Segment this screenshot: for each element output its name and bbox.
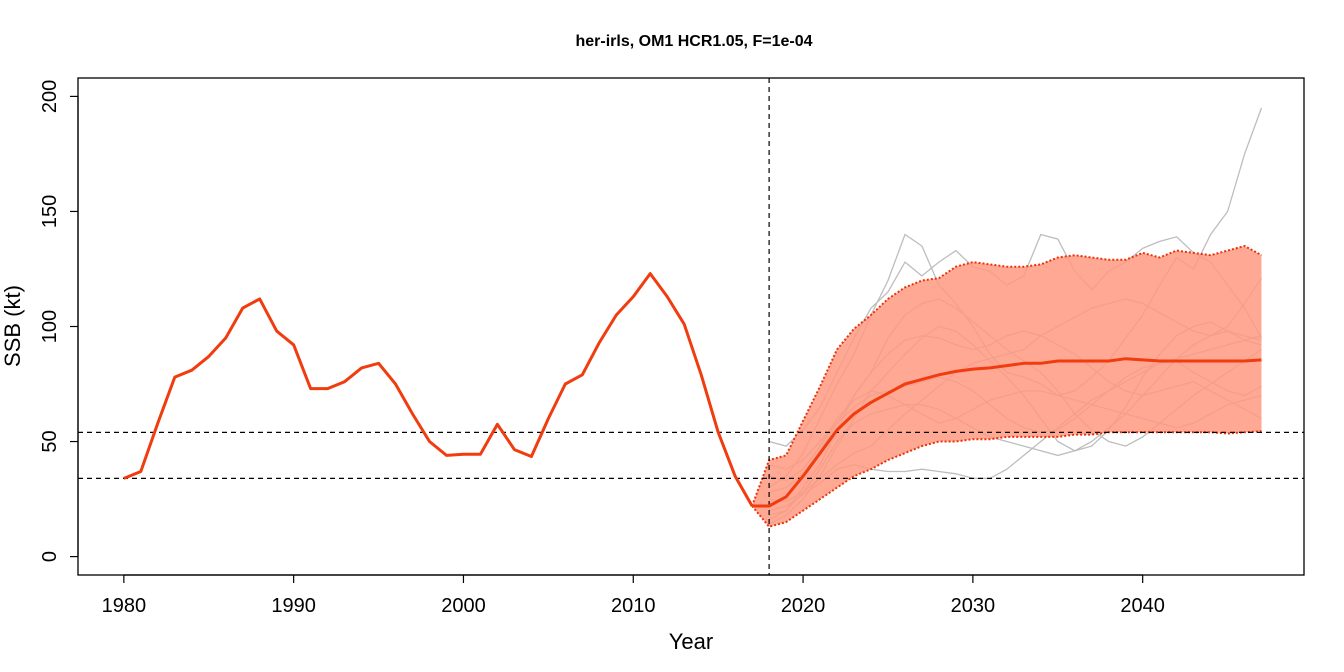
median-series: [123, 272, 1262, 508]
x-tick-label: 1980: [102, 595, 147, 617]
chart-title: her-irls, OM1 HCR1.05, F=1e-04: [576, 33, 813, 50]
x-tick-label: 2040: [1120, 595, 1165, 617]
y-tick-label: 100: [39, 310, 61, 343]
x-axis-label: Year: [669, 629, 713, 654]
median-line: [752, 357, 1262, 508]
y-axis: 0 50 100 150 200: [39, 80, 79, 562]
y-tick-label: 0: [39, 551, 61, 562]
x-axis: 1980 1990 2000 2010 2020 2030 2040: [102, 574, 1165, 617]
x-tick-label: 2030: [951, 595, 996, 617]
band-upper-bound: [751, 244, 1262, 507]
y-axis-label: SSB (kt): [0, 285, 25, 367]
x-tick-label: 2020: [781, 595, 826, 617]
x-tick-label: 1990: [271, 595, 316, 617]
historical-line: [123, 272, 754, 507]
reference-lines: [78, 78, 1304, 575]
band-area: [752, 246, 1262, 527]
y-tick-label: 50: [39, 430, 61, 452]
x-tick-label: 2010: [611, 595, 656, 617]
x-tick-label: 2000: [441, 595, 486, 617]
y-tick-label: 200: [39, 80, 61, 113]
y-tick-label: 150: [39, 195, 61, 228]
